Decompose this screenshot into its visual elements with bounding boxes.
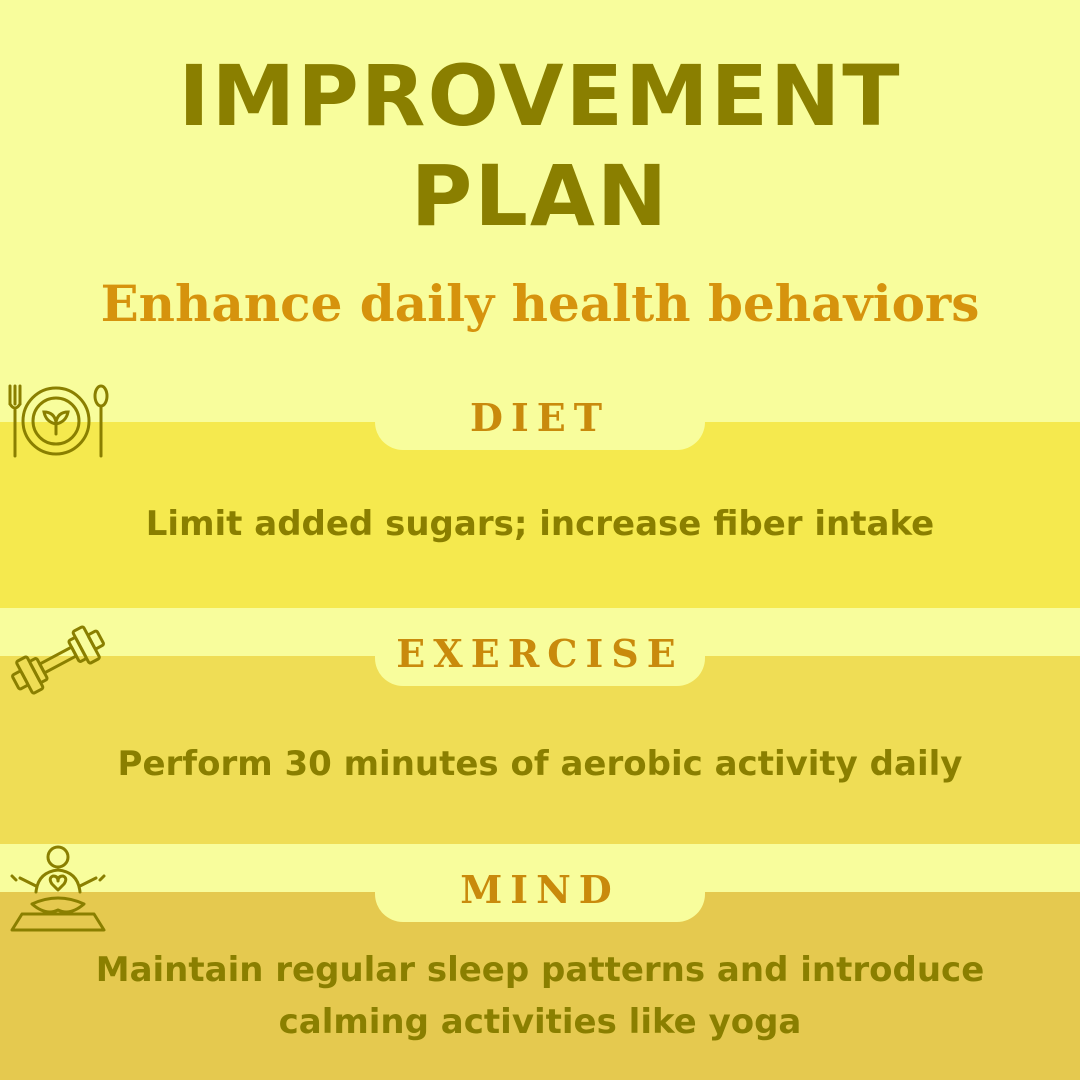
meditation-icon [8,844,108,934]
diet-section-band [0,422,1080,608]
diet-section-heading: DIET [375,394,705,450]
page-title-line-1: IMPROVEMENT [178,47,902,145]
exercise-section-heading: EXERCISE [375,630,705,686]
page-title-line-2: PLAN [410,147,670,245]
mind-section-band [0,892,1080,1080]
mind-section-heading: MIND [375,866,705,922]
exercise-section-band [0,656,1080,844]
diet-section-text: Limit added sugars; increase fiber intak… [145,504,935,544]
mind-section-text: Maintain regular sleep patterns and intr… [95,950,985,1042]
page-subtitle: Enhance daily health behaviors [100,274,980,333]
plate-fork-spoon-icon [6,380,110,462]
exercise-section-text: Perform 30 minutes of aerobic activity d… [117,744,963,784]
dumbbell-icon [4,622,112,698]
